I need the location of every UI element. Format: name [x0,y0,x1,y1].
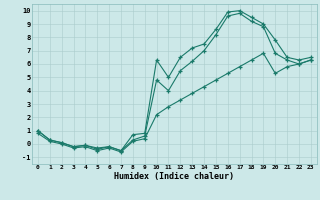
X-axis label: Humidex (Indice chaleur): Humidex (Indice chaleur) [115,172,234,181]
